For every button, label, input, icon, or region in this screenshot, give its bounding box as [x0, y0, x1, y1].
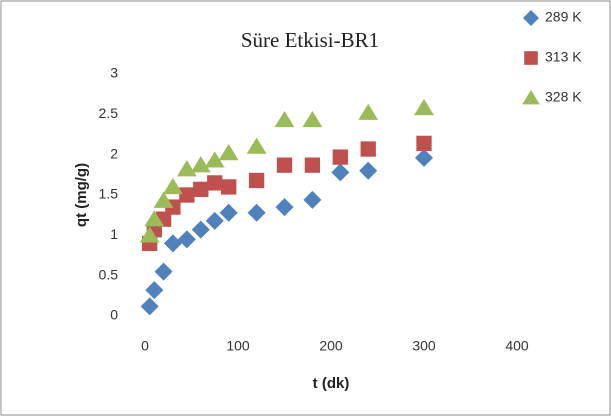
data-point [302, 110, 323, 128]
x-tick-label: 300 [412, 338, 436, 354]
x-axis-label: t (dk) [313, 375, 350, 392]
data-point [331, 163, 350, 182]
data-point [191, 220, 210, 239]
y-tick-label: 0 [110, 307, 118, 323]
x-tick-label: 400 [505, 338, 529, 354]
data-point [179, 187, 195, 203]
data-point [247, 203, 266, 222]
data-point [139, 226, 160, 243]
y-tick-label: 1.5 [99, 186, 119, 202]
data-point [144, 210, 165, 227]
chart-title: Süre Etkisi-BR1 [241, 28, 379, 52]
legend-label: 328 K [545, 89, 582, 105]
x-tick-label: 0 [141, 338, 149, 354]
data-point [140, 297, 159, 316]
data-point [190, 156, 211, 173]
data-point [275, 198, 294, 217]
data-point [207, 175, 223, 191]
x-tick-label: 200 [319, 338, 343, 354]
data-point [219, 203, 238, 222]
y-axis-label: qt (mg/g) [73, 163, 90, 227]
legend-label: 313 K [545, 49, 582, 65]
data-point [303, 190, 322, 209]
data-point [360, 141, 376, 157]
data-point [358, 103, 379, 120]
data-point [248, 172, 265, 189]
data-point [163, 177, 183, 195]
legend-marker [524, 51, 538, 65]
data-point [276, 157, 293, 173]
data-point [304, 157, 321, 173]
data-point [218, 144, 239, 161]
y-tick-label: 2 [110, 145, 118, 161]
data-point [359, 161, 378, 180]
data-point [274, 110, 295, 128]
data-point [204, 151, 225, 168]
y-tick-label: 1 [110, 226, 118, 242]
data-point [221, 179, 237, 195]
data-point [153, 191, 174, 208]
data-point [154, 262, 173, 281]
data-point [163, 234, 182, 253]
data-point [145, 281, 164, 300]
y-tick-label: 2.5 [99, 105, 119, 121]
data-point [177, 230, 196, 249]
data-point [332, 149, 348, 165]
data-point [205, 211, 224, 230]
data-point [414, 98, 434, 116]
y-tick-label: 3 [110, 65, 118, 81]
y-tick-label: 0.5 [99, 266, 119, 282]
data-point [246, 137, 267, 154]
data-point [415, 148, 433, 167]
legend-marker [523, 10, 539, 26]
legend-label: 289 K [545, 9, 582, 25]
x-tick-label: 100 [226, 338, 250, 354]
data-point [416, 135, 432, 152]
legend-marker [522, 90, 540, 105]
data-point [193, 181, 209, 198]
